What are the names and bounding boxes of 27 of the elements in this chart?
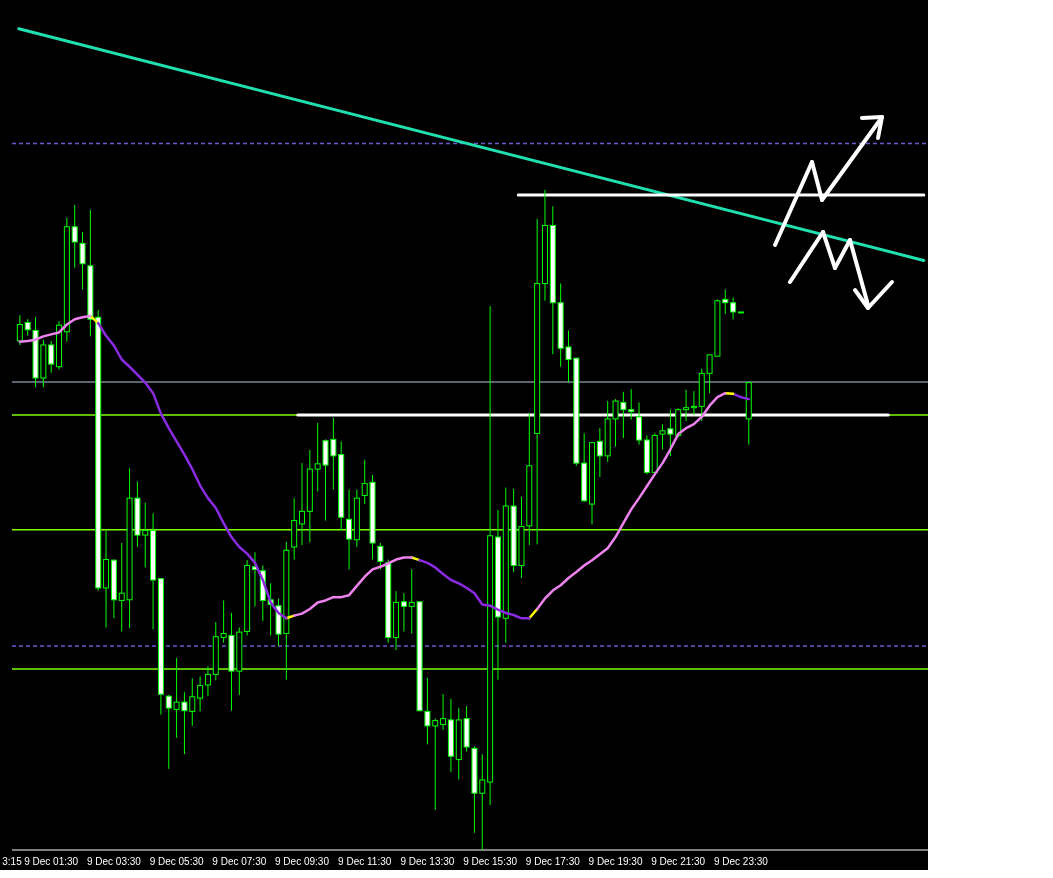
x-tick-label: 9 Dec 13:30 <box>400 856 455 868</box>
x-tick-label: 9 Dec 11:30 <box>338 856 392 868</box>
x-tick-label: 3:15 <box>2 856 23 868</box>
x-tick-label: 9 Dec 05:30 <box>149 856 204 868</box>
x-tick-label: 9 Dec 17:30 <box>525 856 581 868</box>
candlestick <box>690 390 697 416</box>
candlestick <box>197 675 204 712</box>
candlestick <box>730 296 737 320</box>
x-tick-label: 9 Dec 07:30 <box>212 856 267 868</box>
candlestick <box>377 542 384 570</box>
candlestick <box>683 389 690 422</box>
candlestick <box>16 314 23 346</box>
candlestick <box>204 665 211 697</box>
candlestick <box>400 592 407 632</box>
x-tick-label: 9 Dec 21:30 <box>651 856 706 868</box>
candlestick <box>346 489 353 570</box>
candlestick <box>71 204 78 269</box>
x-tick-label: 9 Dec 01:30 <box>24 856 79 868</box>
candlestick <box>440 693 447 731</box>
candlestick <box>79 231 86 291</box>
x-tick-label: 9 Dec 09:30 <box>275 856 330 868</box>
candlestick <box>299 462 306 546</box>
candlestick <box>596 427 603 478</box>
x-tick-label: 9 Dec 23:30 <box>713 856 769 868</box>
x-tick-label: 9 Dec 15:30 <box>463 856 518 868</box>
x-tick-label: 9 Dec 19:30 <box>588 856 643 868</box>
x-tick-label: 9 Dec 03:30 <box>86 856 142 868</box>
